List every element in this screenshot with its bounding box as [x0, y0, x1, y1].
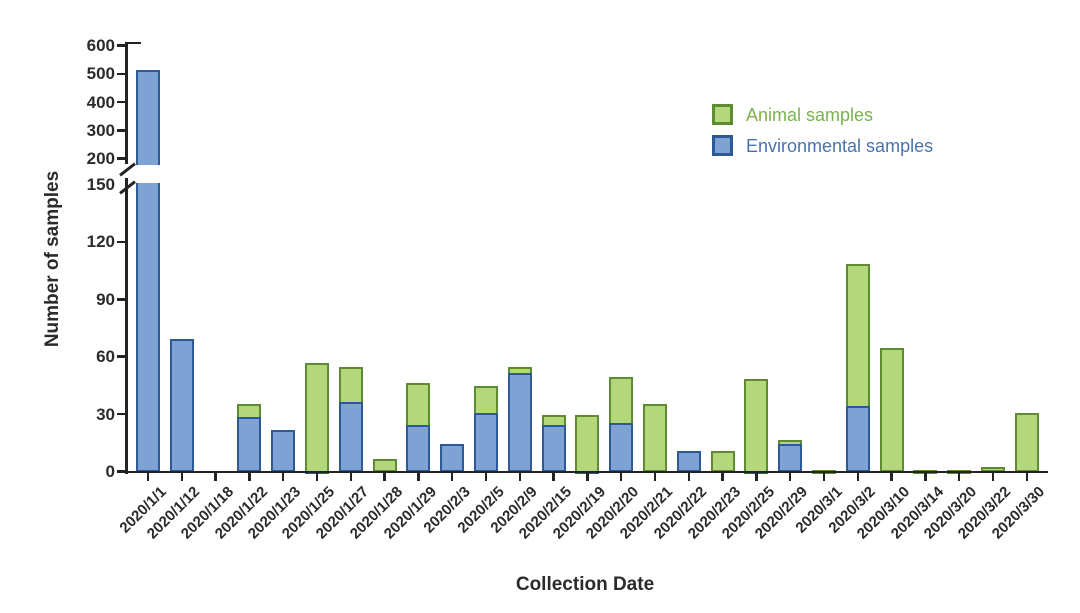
bar-segment-animal	[237, 403, 262, 417]
x-tick	[856, 473, 860, 481]
x-tick	[450, 473, 454, 481]
x-tick	[552, 473, 555, 481]
bar-segment-environmental	[169, 338, 194, 473]
y-tick-label: 500	[86, 64, 115, 84]
x-tick	[518, 473, 522, 481]
x-tick	[890, 473, 893, 481]
y-tick-label: 600	[86, 36, 115, 55]
bar-segment-environmental	[440, 443, 465, 473]
y-tick-label: 150	[86, 175, 115, 194]
x-tick	[281, 473, 285, 481]
x-tick	[315, 473, 319, 481]
x-tick	[924, 473, 927, 481]
x-tick	[755, 473, 758, 481]
bar-segment-animal	[744, 378, 769, 471]
legend-label-environmental: Environmental samples	[746, 135, 934, 156]
bar-segment-environmental	[778, 443, 803, 473]
y-tick	[117, 157, 126, 160]
y-tick	[117, 298, 126, 301]
x-tick	[180, 473, 184, 481]
y-tick-label: 0	[105, 462, 115, 481]
y-tick	[117, 44, 126, 47]
y-tick	[117, 470, 126, 473]
bar-segment-animal	[406, 382, 431, 425]
x-tick	[687, 473, 691, 481]
x-tick	[383, 473, 386, 481]
bar-segment-animal	[507, 367, 532, 373]
x-tick	[146, 473, 150, 481]
legend-item-environmental: Environmental samples	[712, 135, 933, 156]
x-tick	[484, 473, 488, 481]
y-tick	[117, 100, 126, 104]
y-tick	[117, 412, 126, 416]
x-tick	[788, 473, 792, 481]
x-tick	[619, 473, 623, 481]
bar-segment-animal	[609, 376, 634, 423]
x-tick	[957, 473, 961, 481]
y-axis-lower-segment	[125, 178, 128, 474]
x-tick	[822, 473, 826, 481]
bar-segment-animal	[1014, 413, 1039, 473]
bar-segment-environmental	[676, 451, 701, 473]
y-axis-break-lower-slash	[119, 180, 136, 195]
bar-segment-environmental	[136, 69, 160, 473]
bar-segment-environmental	[541, 424, 566, 473]
legend-item-animal: Animal samples	[712, 104, 933, 125]
x-tick	[653, 473, 657, 481]
x-tick	[248, 473, 251, 481]
bar-segment-environmental	[507, 373, 532, 473]
bar-segment-animal	[778, 439, 803, 444]
x-tick	[214, 473, 217, 481]
y-axis-upper-segment	[125, 41, 128, 164]
bar-segment-environmental	[845, 405, 870, 473]
x-tick	[586, 473, 589, 481]
y-tick	[117, 72, 126, 75]
environmental-samples-swatch-icon	[712, 135, 733, 156]
y-tick	[117, 129, 126, 132]
y-tick-label: 30	[96, 404, 115, 424]
x-tick	[991, 473, 995, 481]
bar-segment-animal	[710, 451, 735, 473]
y-tick-label: 300	[86, 120, 115, 140]
bar-segment-environmental	[406, 424, 431, 473]
bar-segment-environmental	[271, 430, 296, 473]
y-tick-label: 200	[86, 149, 115, 168]
animal-samples-swatch-icon	[712, 104, 733, 125]
bar-segment-animal	[643, 403, 667, 473]
bar-segment-animal	[879, 348, 904, 473]
y-tick-label: 400	[86, 92, 115, 112]
bar-segment-animal	[575, 415, 600, 471]
x-tick	[349, 473, 353, 481]
y-tick	[117, 240, 126, 244]
bar-segment-animal	[305, 363, 329, 471]
x-axis-line	[125, 470, 1048, 473]
y-tick-label: 60	[96, 347, 115, 367]
x-axis-title: Collection Date	[515, 574, 655, 595]
bar-segment-animal	[541, 415, 566, 425]
bar-segment-animal	[338, 367, 363, 402]
x-tick	[417, 473, 420, 481]
y-tick	[117, 355, 126, 358]
bar-segment-environmental	[609, 422, 634, 473]
y-tick-label: 120	[86, 232, 115, 252]
bar-segment-environmental	[237, 417, 262, 473]
chart-legend: Animal samples Environmental samples	[712, 104, 933, 166]
x-tick	[1025, 473, 1029, 481]
bar-segment-animal	[474, 386, 498, 414]
y-axis-top-cap	[125, 41, 141, 44]
axis-break-bar-gap	[134, 164, 162, 183]
bar-segment-environmental	[338, 401, 363, 473]
x-tick	[721, 473, 724, 481]
y-tick-label: 90	[96, 289, 115, 309]
bar-segment-animal	[845, 263, 870, 406]
legend-label-animal: Animal samples	[746, 104, 874, 125]
bar-segment-environmental	[474, 413, 498, 473]
